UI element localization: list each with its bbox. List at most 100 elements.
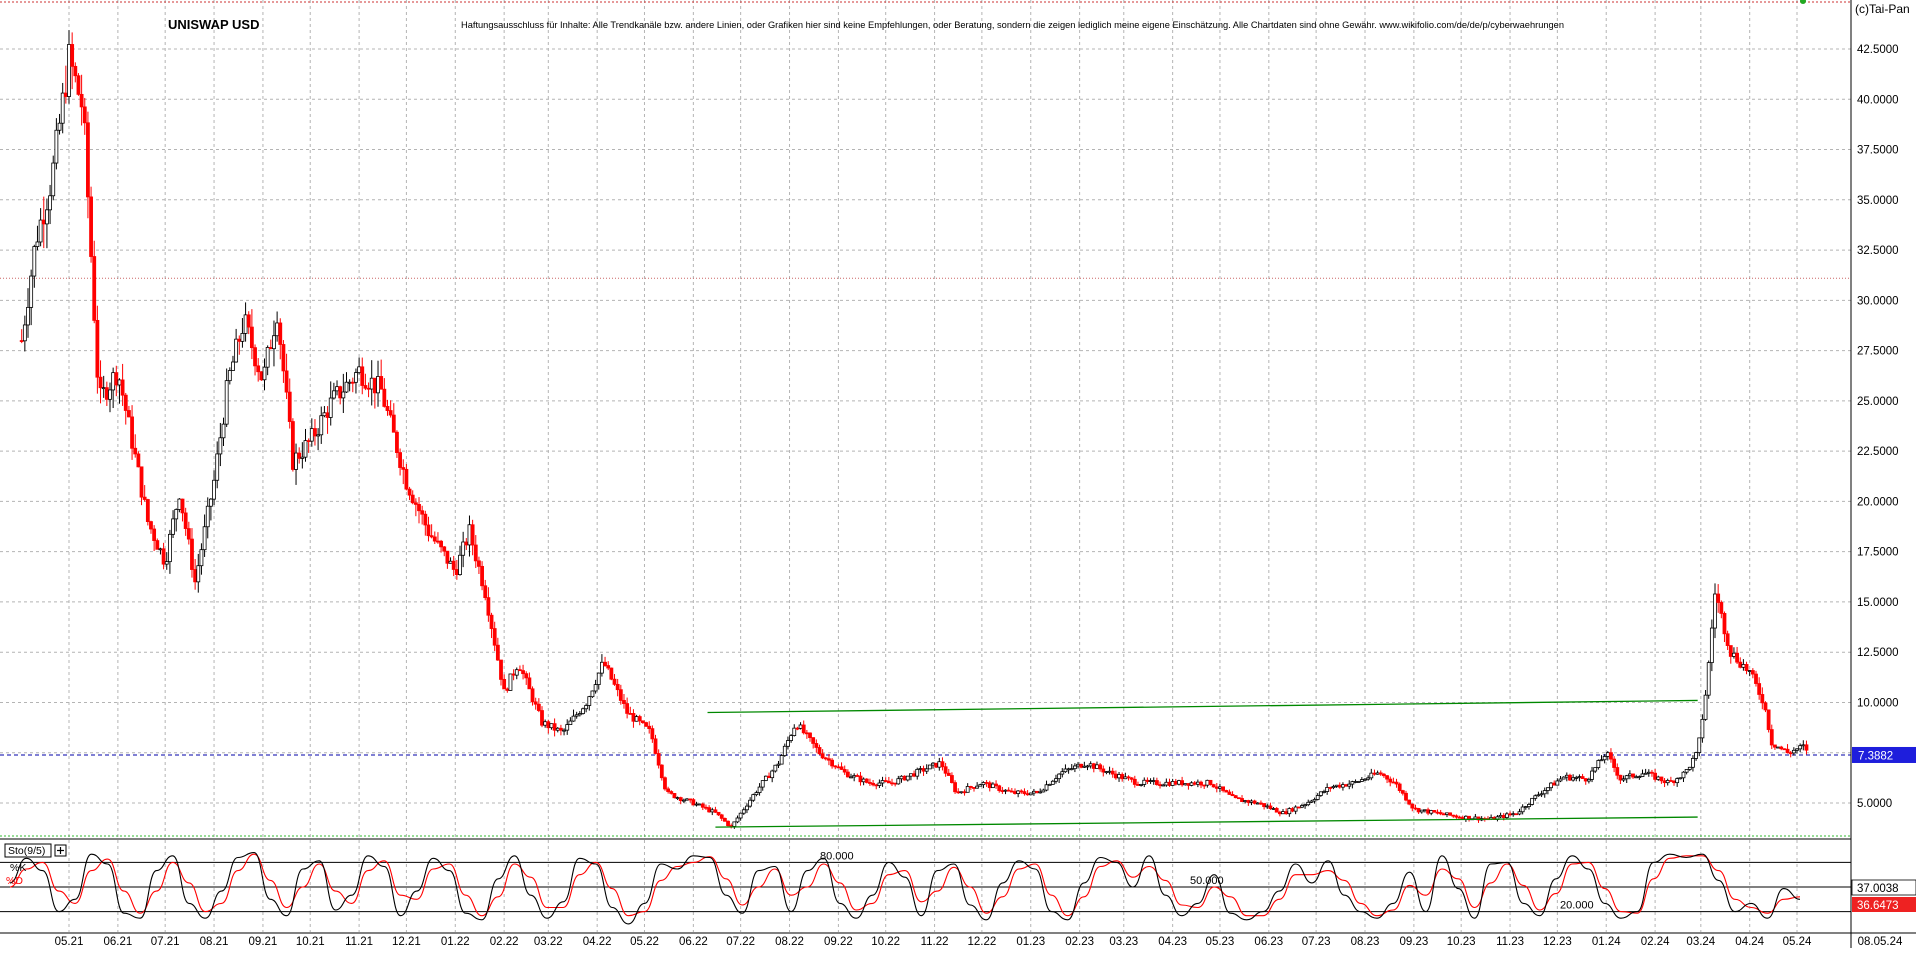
candle-body	[1791, 749, 1796, 754]
candle-body	[713, 809, 718, 813]
candle-body	[67, 44, 71, 97]
candle-body	[934, 762, 939, 768]
candle-body	[1716, 593, 1721, 603]
stoch-d-line	[9, 853, 1801, 917]
candle-body	[1180, 780, 1185, 786]
candle-body	[1170, 781, 1175, 786]
candle-body	[1117, 774, 1121, 779]
copyright-text: (c)Tai-Pan	[1855, 2, 1910, 16]
candle-body	[1296, 806, 1301, 809]
candle-body	[120, 379, 125, 396]
candle-body	[1464, 815, 1468, 820]
candle-body	[1527, 803, 1531, 807]
candle-body	[1773, 744, 1777, 748]
candle-body	[1697, 737, 1702, 753]
candle-body	[852, 775, 857, 778]
candle-body	[445, 550, 450, 564]
candle-body	[1265, 805, 1270, 808]
candle-body	[227, 370, 232, 382]
candle-body	[577, 713, 582, 716]
candle-body	[1072, 765, 1077, 770]
candle-body	[79, 93, 84, 108]
candle-body	[1085, 765, 1090, 768]
candle-body	[921, 768, 926, 772]
candle-body	[861, 778, 866, 783]
candle-body	[473, 544, 478, 562]
candle-body	[322, 412, 327, 417]
x-tick-label: 06.23	[1254, 936, 1283, 948]
candle-body	[1426, 809, 1430, 814]
x-tick-label: 08.22	[775, 936, 804, 948]
candle-body	[1407, 799, 1412, 805]
candle-body	[155, 540, 160, 550]
candle-body	[1586, 778, 1591, 782]
candle-body	[1214, 786, 1219, 789]
candle-body	[845, 771, 850, 778]
candle-body	[26, 306, 30, 326]
candle-body	[997, 785, 1002, 791]
chart-title: UNISWAP USD	[168, 17, 260, 32]
candle-body	[568, 720, 573, 726]
candle-body	[1132, 778, 1137, 785]
candle-body	[511, 673, 516, 676]
candle-body	[722, 817, 727, 822]
x-tick-label: 04.22	[583, 936, 612, 948]
candle-body	[625, 703, 630, 714]
candle-body	[161, 548, 166, 565]
candle-body	[1391, 781, 1396, 784]
x-tick-label: 01.23	[1016, 936, 1045, 948]
x-tick-label: 07.22	[726, 936, 755, 948]
candle-body	[413, 502, 418, 505]
x-tick-label: 07.23	[1302, 936, 1331, 948]
candle-body	[827, 758, 831, 761]
candle-body	[681, 799, 686, 802]
candle-body	[1069, 768, 1074, 771]
candle-body	[357, 366, 362, 374]
candle-body	[559, 727, 563, 731]
candle-body	[890, 782, 894, 785]
candle-body	[1776, 746, 1780, 749]
candle-body	[57, 122, 62, 131]
candle-body	[149, 521, 153, 530]
candle-body	[770, 770, 775, 779]
stoch-level-label: 50.000	[1190, 875, 1224, 887]
candle-body	[1643, 772, 1648, 775]
candle-body	[1211, 784, 1216, 788]
candle-body	[1454, 815, 1459, 818]
candle-body	[231, 361, 235, 371]
candle-body	[609, 667, 614, 680]
candle-body	[1271, 808, 1276, 810]
candle-body	[1448, 812, 1453, 816]
candle-body	[1634, 776, 1639, 779]
y-tick-label: 30.0000	[1857, 295, 1899, 307]
candle-body	[19, 340, 24, 342]
candle-body	[458, 554, 462, 576]
candle-body	[404, 468, 409, 490]
candle-body	[423, 513, 428, 526]
candle-body	[369, 377, 374, 390]
candle-body	[618, 689, 623, 701]
candle-body	[22, 324, 27, 342]
candle-body	[596, 672, 601, 685]
candle-body	[265, 347, 270, 368]
candle-body	[316, 434, 321, 437]
candle-body	[1110, 770, 1115, 775]
candle-body	[1801, 744, 1806, 747]
candle-body	[1744, 664, 1749, 671]
candle-body	[647, 725, 652, 730]
candle-body	[1580, 776, 1585, 779]
x-tick-label: 08.23	[1351, 936, 1380, 948]
candle-body	[1009, 790, 1014, 793]
candle-body	[1236, 797, 1241, 800]
candle-body	[543, 721, 548, 726]
candle-body	[1366, 777, 1371, 780]
candle-body	[1590, 770, 1594, 780]
candle-body	[849, 776, 853, 779]
candle-body	[92, 256, 97, 321]
candle-body	[1167, 781, 1172, 786]
candle-body	[224, 380, 229, 425]
candle-body	[1498, 814, 1503, 818]
x-tick-label: 04.24	[1735, 936, 1764, 948]
candle-body	[1709, 627, 1714, 664]
